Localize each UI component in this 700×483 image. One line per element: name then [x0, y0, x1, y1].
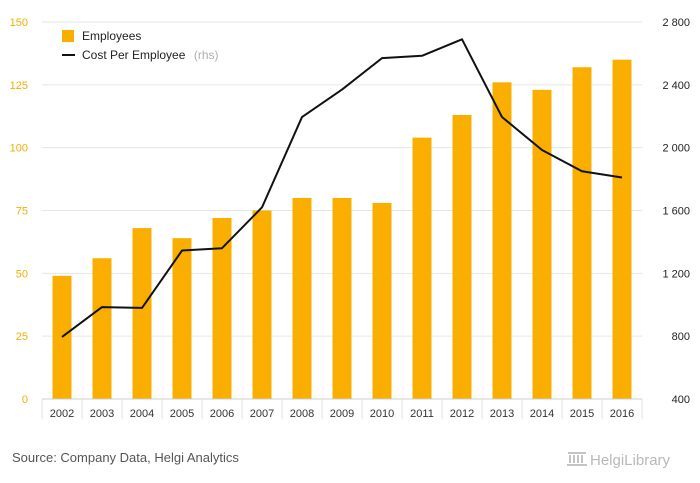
left-axis-tick-label: 50: [16, 268, 28, 280]
employees-bar: [372, 202, 392, 399]
right-axis-tick-label: 2 000: [662, 143, 690, 155]
helgi-library-logo: HelgiLibrary: [567, 452, 671, 469]
legend-swatch-employees: [62, 30, 74, 42]
left-axis-tick-label: 0: [22, 394, 28, 406]
left-axis-tick-label: 75: [16, 206, 28, 218]
employees-bar: [292, 197, 312, 399]
employees-bar: [492, 82, 512, 399]
x-axis-tick-label: 2004: [130, 408, 154, 420]
legend-rhs-marker: (rhs): [194, 48, 219, 62]
right-axis-tick-label: 2 400: [662, 80, 690, 92]
legend-label-cost-per-employee: Cost Per Employee: [82, 48, 186, 62]
employees-bar: [172, 238, 192, 399]
cost-per-employee-line: [61, 38, 623, 338]
employees-bars: [52, 59, 632, 400]
legend-label-employees: Employees: [82, 29, 141, 43]
x-axis-tick-label: 2008: [290, 408, 314, 420]
employees-bar: [332, 197, 352, 399]
employees-bar: [132, 228, 152, 399]
right-axis-tick-label: 2 800: [662, 17, 690, 29]
right-axis-tick-label: 1 600: [662, 206, 690, 218]
employees-bar: [212, 218, 232, 399]
employees-bar: [612, 59, 632, 399]
x-axis-tick-label: 2016: [610, 408, 634, 420]
x-axis-tick-label: 2014: [530, 408, 554, 420]
library-building-icon: [567, 452, 587, 466]
employees-bar: [532, 89, 552, 400]
x-axis-tick-label: 2011: [410, 408, 434, 420]
brand-name: HelgiLibrary: [590, 452, 671, 469]
x-axis-tick-label: 2015: [570, 408, 594, 420]
left-axis-tick-label: 125: [10, 80, 28, 92]
left-axis-tick-label: 25: [16, 331, 28, 343]
employees-bar: [92, 258, 112, 399]
employees-bar: [52, 275, 72, 399]
left-axis-tick-label: 100: [10, 143, 28, 155]
source-note: Source: Company Data, Helgi Analytics: [12, 450, 239, 465]
x-axis-tick-label: 2013: [490, 408, 514, 420]
left-axis-tick-label: 150: [10, 17, 28, 29]
x-axis-tick-label: 2005: [170, 408, 194, 420]
x-axis-tick-label: 2012: [450, 408, 474, 420]
right-axis-tick-label: 400: [672, 394, 690, 406]
right-axis-tick-label: 1 200: [662, 268, 690, 280]
right-axis-tick-label: 800: [672, 331, 690, 343]
x-axis-tick-label: 2006: [210, 408, 234, 420]
x-axis-tick-label: 2009: [330, 408, 354, 420]
x-axis-tick-label: 2003: [90, 408, 114, 420]
axes: 0 400 25 800 50 1 200 75 1 600 100 2 000 125 2 400 1…: [10, 17, 690, 420]
x-axis-tick-label: 2010: [370, 408, 394, 420]
employees-bar: [452, 114, 472, 399]
employees-bar: [412, 137, 432, 399]
employees-bar: [252, 210, 272, 399]
legend: Employees Cost Per Employee (rhs): [62, 29, 219, 63]
employees-bar: [572, 67, 592, 400]
x-axis-tick-label: 2002: [50, 408, 74, 420]
svg-text:Cost Per Employee (rhs: Cost Per Employee (rhs): [82, 46, 219, 63]
x-axis-tick-label: 2007: [250, 408, 274, 420]
